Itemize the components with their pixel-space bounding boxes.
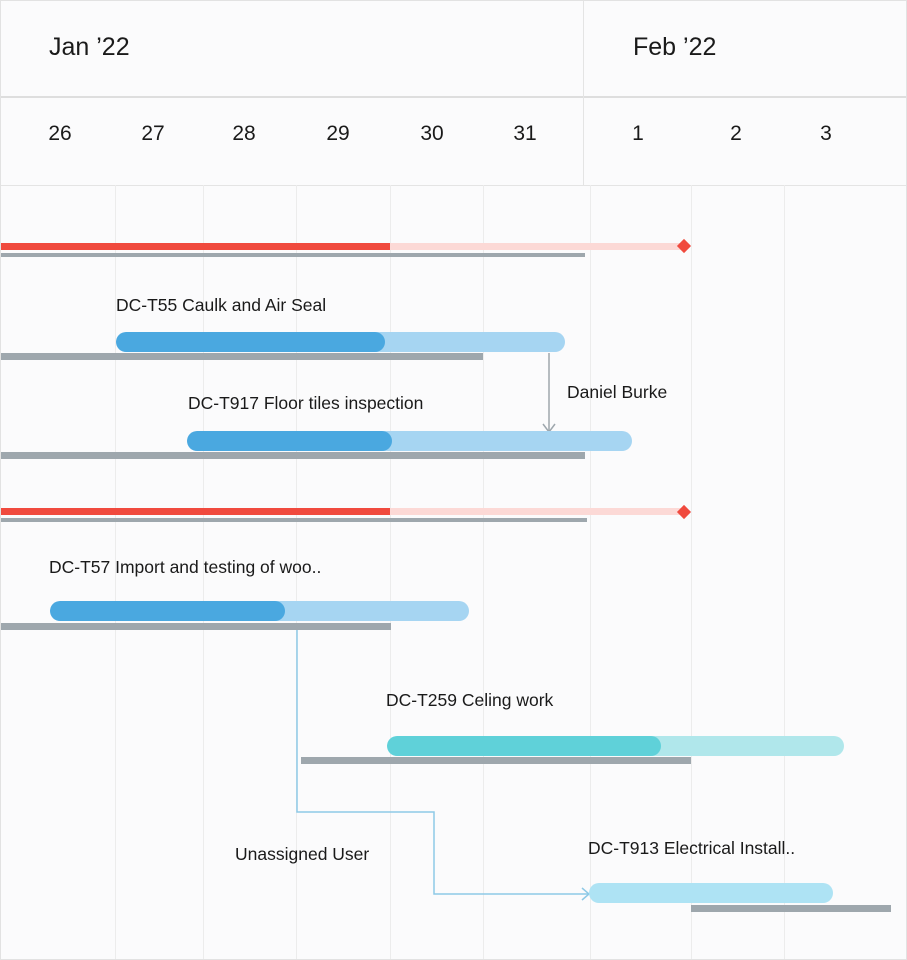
task-label: DC-T917 Floor tiles inspection [188, 393, 424, 413]
dependency-arrow-gray[interactable] [542, 353, 556, 434]
task-bar[interactable] [589, 883, 833, 903]
header-bottom-border [1, 185, 906, 186]
day-label: 29 [326, 122, 350, 145]
day-label: 2 [730, 122, 742, 145]
milestone-progress [1, 508, 391, 515]
grid-line [691, 185, 692, 959]
grid-line [296, 185, 297, 959]
baseline-bar [1, 623, 391, 630]
day-label: 28 [232, 122, 256, 145]
task-bar[interactable] [187, 431, 632, 451]
month-divider [583, 1, 584, 185]
task-label: DC-T259 Celing work [386, 690, 554, 710]
day-label: 27 [141, 122, 165, 145]
milestone-progress [1, 243, 391, 250]
grid-line [590, 185, 591, 959]
baseline-bar [1, 452, 585, 459]
task-bar[interactable] [116, 332, 565, 352]
header-divider [1, 96, 906, 98]
task-label: DC-T913 Electrical Install.. [588, 838, 796, 858]
assignee-label: Daniel Burke [567, 382, 668, 402]
baseline-bar [1, 253, 585, 257]
grid-line [784, 185, 785, 959]
day-label: 3 [820, 122, 832, 145]
task-progress [187, 431, 392, 451]
grid-line [483, 185, 484, 959]
task-label: DC-T57 Import and testing of woo.. [49, 557, 322, 577]
task-bar[interactable] [387, 736, 844, 756]
baseline-bar [691, 905, 891, 912]
task-progress [50, 601, 285, 621]
grid-line [390, 185, 391, 959]
grid-line [203, 185, 204, 959]
milestone-bar[interactable] [1, 243, 684, 250]
day-label: 30 [420, 122, 444, 145]
task-label: DC-T55 Caulk and Air Seal [116, 295, 327, 315]
task-progress [387, 736, 662, 756]
month-label-jan: Jan ’22 [49, 33, 130, 61]
day-label: 31 [513, 122, 537, 145]
baseline-bar [1, 353, 483, 360]
day-label: 1 [632, 122, 644, 145]
grid-line [115, 185, 116, 959]
task-progress [116, 332, 386, 352]
assignee-label: Unassigned User [235, 844, 370, 864]
day-label: 26 [48, 122, 72, 145]
month-label-feb: Feb ’22 [633, 33, 717, 61]
baseline-bar [301, 757, 691, 764]
task-bar[interactable] [50, 601, 469, 621]
milestone-bar[interactable] [1, 508, 684, 515]
baseline-bar [1, 518, 587, 522]
